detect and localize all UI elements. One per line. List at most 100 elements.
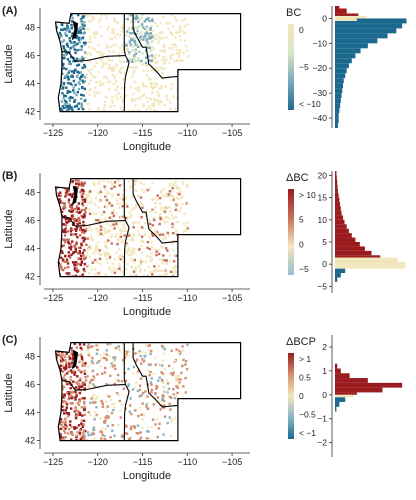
value-cell: [96, 247, 99, 250]
value-cell: [135, 381, 138, 385]
value-cell: [120, 202, 123, 205]
value-cell: [77, 179, 80, 182]
value-cell: [171, 183, 175, 187]
value-cell: [128, 27, 131, 30]
value-cell: [74, 51, 77, 54]
value-cell: [53, 40, 55, 42]
value-cell: [172, 260, 176, 263]
value-cell: [114, 94, 118, 98]
value-cell: [137, 109, 140, 112]
value-cell: [110, 37, 114, 40]
value-cell: [150, 85, 153, 89]
value-cell: [49, 226, 51, 228]
value-cell: [58, 60, 61, 63]
value-cell: [124, 379, 128, 383]
value-cell: [47, 437, 49, 439]
value-cell: [48, 96, 50, 98]
value-cell: [152, 216, 155, 220]
value-cell: [67, 397, 70, 401]
value-cell: [82, 15, 85, 18]
value-cell: [142, 414, 146, 417]
value-cell: [64, 436, 67, 439]
value-cell: [150, 198, 154, 202]
value-cell: [47, 226, 49, 228]
value-cell: [55, 230, 57, 233]
value-cell: [159, 363, 162, 367]
value-cell: [99, 253, 103, 257]
value-cell: [85, 52, 88, 55]
value-cell: [63, 385, 66, 389]
value-cell: [132, 233, 135, 236]
value-cell: [183, 18, 187, 21]
value-cell: [55, 74, 58, 77]
value-cell: [137, 25, 140, 29]
value-cell: [151, 418, 155, 421]
value-cell: [160, 58, 164, 62]
value-cell: [46, 274, 48, 276]
value-cell: [76, 186, 80, 189]
value-cell: [163, 49, 166, 52]
value-cell: [75, 93, 78, 97]
value-cell: [178, 271, 181, 274]
value-cell: [78, 391, 82, 395]
value-cell: [168, 416, 171, 419]
value-cell: [129, 66, 132, 69]
value-cell: [162, 77, 165, 80]
value-cell: [86, 14, 90, 17]
value-cell: [94, 268, 97, 271]
value-cell: [56, 51, 59, 54]
value-cell: [123, 351, 127, 355]
hist-bar-positive: [335, 387, 383, 393]
value-cell: [148, 348, 151, 352]
value-cell: [55, 389, 56, 392]
value-cell: [70, 407, 73, 410]
value-cell: [99, 228, 103, 231]
value-cell: [136, 389, 140, 393]
value-cell: [119, 60, 122, 63]
value-cell: [166, 206, 169, 209]
value-cell: [81, 425, 85, 428]
value-cell: [86, 102, 89, 105]
value-cell: [57, 182, 60, 185]
value-cell: [65, 67, 68, 71]
value-cell: [150, 24, 153, 28]
value-cell: [93, 65, 96, 68]
state-border: [123, 13, 130, 112]
value-cell: [55, 249, 56, 252]
value-cell: [45, 370, 47, 372]
value-cell: [105, 358, 108, 361]
value-cell: [47, 189, 49, 191]
hist-tick-label: 5: [322, 237, 327, 247]
value-cell: [60, 268, 64, 271]
value-cell: [67, 188, 70, 191]
value-cell: [115, 222, 118, 225]
value-cell: [134, 409, 137, 412]
value-cell: [70, 24, 73, 27]
value-cell: [165, 378, 169, 382]
value-cell: [134, 87, 138, 90]
value-cell: [185, 415, 188, 418]
hist-bar-negative: [335, 48, 361, 54]
value-cell: [45, 108, 47, 110]
value-cell: [74, 409, 77, 412]
panel-c: (C)−125 −120 −115 −110 −10542444648Longitude…: [2, 334, 403, 482]
value-cell: [46, 235, 48, 237]
value-cell: [158, 32, 162, 35]
value-cell: [67, 220, 71, 223]
value-cell: [150, 252, 154, 255]
value-cell: [71, 32, 74, 35]
value-cell: [81, 25, 84, 28]
value-cell: [145, 430, 149, 433]
value-cell: [113, 74, 116, 78]
value-cell: [105, 62, 108, 66]
value-cell: [82, 27, 85, 30]
value-cell: [182, 349, 185, 352]
region-outline: [54, 13, 242, 113]
value-cell: [162, 15, 165, 19]
value-cell: [163, 367, 166, 371]
value-cell: [50, 373, 52, 375]
value-cell: [120, 30, 123, 33]
value-cell: [129, 427, 133, 431]
value-cell: [63, 373, 66, 377]
value-cell: [109, 374, 112, 377]
